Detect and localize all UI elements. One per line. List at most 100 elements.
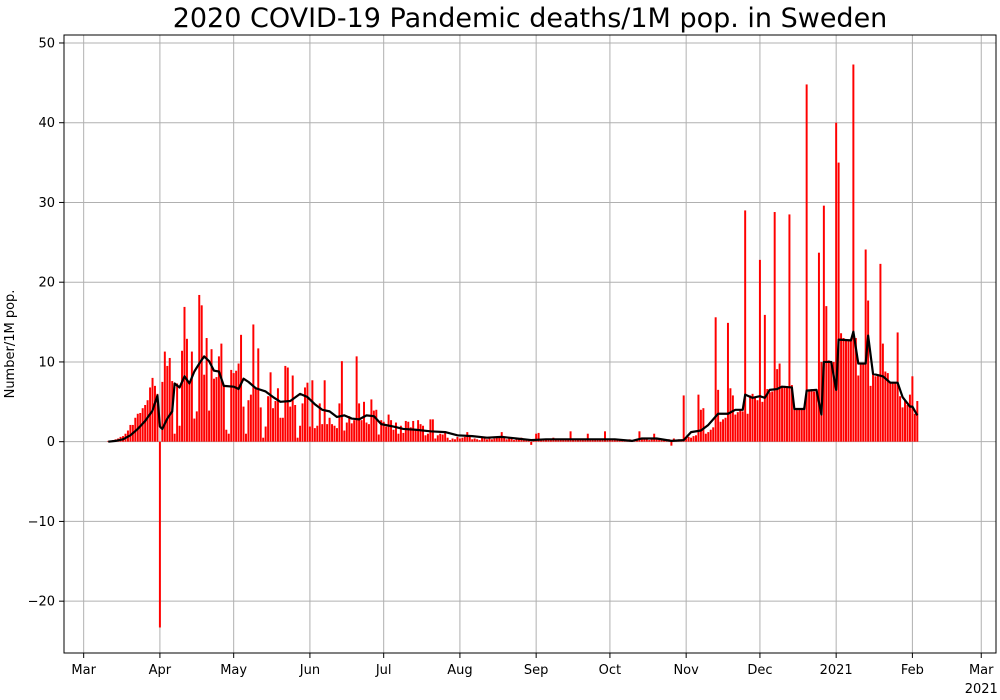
y-tick-label: −10 [28,515,55,530]
daily-deaths-bar [331,424,334,442]
daily-deaths-bar [291,375,294,442]
daily-deaths-bar [247,400,250,442]
daily-deaths-bar [441,434,444,442]
daily-deaths-bar [660,439,663,442]
daily-deaths-bar [284,365,287,442]
daily-deaths-bar [198,294,201,442]
daily-deaths-bar [375,409,378,442]
daily-deaths-bar [343,430,346,442]
daily-deaths-bar [237,363,240,442]
daily-deaths-bar [803,407,806,442]
daily-deaths-bar [173,433,176,442]
daily-deaths-bar [862,364,865,442]
daily-deaths-bar [773,212,776,442]
daily-deaths-bar [798,409,801,442]
x-tick-label: Oct [599,663,621,678]
daily-deaths-bar [749,395,752,442]
daily-deaths-bar [316,425,319,442]
daily-deaths-bar [916,401,919,442]
chart-title: 2020 COVID-19 Pandemic deaths/1M pop. in… [173,3,888,34]
daily-deaths-bar [490,439,493,442]
daily-deaths-bar [697,394,700,442]
daily-deaths-bar [891,381,894,442]
daily-deaths-bar [579,439,582,442]
daily-deaths-bar [537,432,540,442]
y-tick-label: 30 [38,196,55,211]
daily-deaths-bar [906,405,909,442]
daily-deaths-bar [572,440,575,442]
daily-deaths-bar [692,436,695,442]
y-tick-label: −20 [28,595,55,610]
daily-deaths-bar [385,426,388,442]
daily-deaths-bar [695,435,697,442]
daily-deaths-bar [185,338,188,442]
daily-deaths-bar [542,440,545,442]
daily-deaths-bar [348,416,351,442]
daily-deaths-bar [832,361,835,442]
x-axis: Mar Apr May Jun Jul Aug Sep Oct Nov Dec 2021 Feb Mar… [71,653,998,697]
daily-deaths-bar [569,431,572,442]
daily-deaths-bar [446,437,449,442]
daily-deaths-bar [232,373,235,442]
daily-deaths-bar [800,408,803,442]
daily-deaths-bar [166,365,169,442]
daily-deaths-bar [618,440,621,442]
daily-deaths-bar [790,385,793,442]
daily-deaths-bar [574,439,577,442]
x-tick-label: Sep [524,663,549,678]
daily-deaths-bar [397,433,400,442]
daily-deaths-bar [456,436,459,442]
daily-deaths-bar [333,425,336,442]
y-axis: −20 −10 0 10 20 30 40 50 [28,36,64,610]
daily-deaths-bar [313,428,316,442]
daily-deaths-bar [168,357,171,442]
daily-deaths-bar [731,395,734,442]
daily-deaths-bar [399,425,402,442]
daily-deaths-bar [869,385,872,442]
daily-deaths-bar [847,340,850,442]
daily-deaths-bar [308,426,311,442]
daily-deaths-bar [382,421,385,442]
daily-deaths-bar [808,390,811,442]
daily-deaths-bar [156,393,159,442]
daily-deaths-bar [859,363,862,442]
daily-deaths-bar [830,361,833,442]
x-year-label: 2021 [965,682,998,697]
daily-deaths-bar [879,263,882,442]
daily-deaths-bar [648,440,651,442]
x-tick-label: May [220,663,247,678]
daily-deaths-bar [911,376,914,442]
daily-deaths-bar [817,252,820,442]
daily-deaths-bar [407,421,410,442]
daily-deaths-bar [340,361,343,442]
daily-deaths-bar [481,436,484,442]
daily-deaths-bar [412,420,415,442]
bars-layer [107,64,919,628]
daily-deaths-bar [335,428,338,442]
daily-deaths-bar [611,440,614,442]
daily-deaths-bar [195,411,198,442]
daily-deaths-bar [778,363,781,442]
daily-deaths-bar [785,387,788,442]
daily-deaths-bar [294,405,297,442]
daily-deaths-bar [756,400,759,442]
daily-deaths-bar [714,317,717,442]
daily-deaths-bar [608,439,611,442]
daily-deaths-bar [178,425,181,442]
daily-deaths-bar [586,433,589,442]
daily-deaths-bar [771,391,774,442]
daily-deaths-bar [510,437,513,442]
daily-deaths-bar [559,439,562,442]
daily-deaths-bar [503,436,506,442]
daily-deaths-bar [655,439,658,442]
daily-deaths-bar [825,306,828,442]
daily-deaths-bar [240,334,243,442]
daily-deaths-bar [394,422,397,442]
daily-deaths-bar [515,438,518,442]
daily-deaths-bar [444,431,447,442]
daily-deaths-bar [264,426,267,442]
daily-deaths-bar [328,417,331,442]
daily-deaths-bar [436,435,439,442]
daily-deaths-bar [272,408,275,442]
daily-deaths-bar [766,389,769,442]
